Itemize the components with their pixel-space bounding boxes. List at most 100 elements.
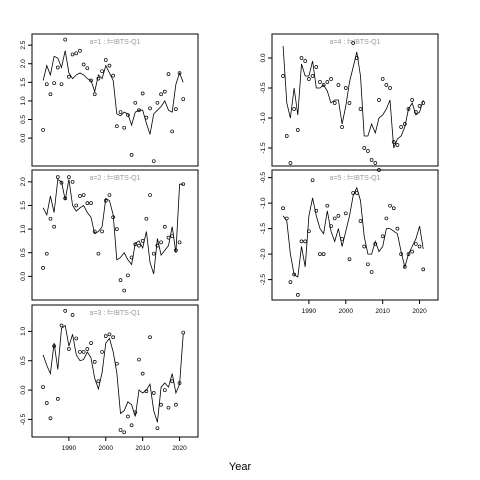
panel-1-point-0: [41, 128, 45, 132]
panel-2-frame: [31, 169, 199, 301]
panel-4-ytick-label-1: -1.0: [260, 112, 267, 124]
panel-5-point-32: [399, 252, 403, 256]
panel-5-xtick-label-1: 2000: [339, 308, 354, 315]
panel-3-point-14: [92, 360, 97, 364]
panel-3-point-16: [100, 350, 104, 354]
panel-2-point-26: [137, 243, 141, 248]
panel-5-point-20: [354, 191, 359, 195]
panel-2-point-7: [67, 175, 71, 179]
panel-4-point-17: [343, 86, 348, 90]
panel-3-point-35: [170, 379, 175, 384]
panel-2-point-16: [100, 229, 104, 234]
panel-4-point-3: [292, 107, 296, 111]
panel-1-point-24: [129, 152, 134, 157]
panel-5-xtick-label-2: 2010: [375, 308, 390, 315]
panel-3-ytick-label-2: 0.5: [20, 356, 27, 365]
panel-4-point-6: [303, 59, 308, 63]
panel-2-point-10: [78, 194, 82, 198]
panel-1-point-3: [52, 81, 56, 85]
panel-4-point-33: [402, 122, 407, 126]
panel-2-point-2: [48, 216, 53, 221]
panel-2-point-29: [148, 193, 152, 197]
panel-3-point-12: [85, 347, 90, 351]
panel-3-xtick-label-1: 2000: [99, 445, 114, 452]
panel-2-point-33: [162, 224, 167, 229]
panel-2-point-22: [122, 288, 127, 293]
panel-5-point-17: [343, 211, 348, 216]
panel-4-point-18: [347, 101, 352, 105]
panel-4-point-29: [388, 86, 392, 90]
panel-4-ytick-label-2: -0.5: [260, 82, 267, 94]
panel-4-point-0: [281, 74, 285, 78]
panel-1-point-23: [126, 113, 130, 117]
panel-5-point-34: [406, 252, 411, 256]
panel-5-point-7: [307, 229, 311, 234]
panel-2-point-31: [155, 243, 160, 248]
panel-3-point-13: [89, 341, 93, 345]
panel-5-point-12: [325, 203, 330, 208]
panel-1-point-18: [107, 63, 112, 68]
panel-4-point-21: [358, 107, 363, 111]
panel-1-point-21: [118, 110, 123, 114]
panel-1-point-11: [81, 62, 86, 67]
panel-1-point-13: [89, 78, 93, 83]
panel-5-xtick-label-3: 2020: [412, 308, 427, 315]
panel-5-point-27: [380, 234, 385, 239]
panel-5-point-0: [281, 206, 285, 211]
panel-5-point-19: [351, 191, 356, 195]
panel-5-point-5: [299, 239, 304, 244]
panel-3-point-29: [148, 335, 152, 340]
panel-1-ytick-label-4: 2.0: [20, 59, 27, 68]
panel-5-point-16: [340, 236, 344, 241]
x-axis-label: Year: [229, 461, 252, 473]
panel-3-point-21: [118, 428, 123, 432]
panel-3-ytick-label-3: 1.0: [20, 327, 27, 336]
panel-3-point-32: [159, 402, 163, 407]
panel-2-title: a=2 : f=IBTS-Q1: [90, 175, 141, 182]
panel-4-point-30: [391, 140, 396, 144]
panel-4-point-15: [336, 83, 341, 87]
panel-3-point-34: [166, 405, 171, 410]
panel-3-point-2: [48, 416, 53, 421]
panel-1-point-16: [100, 69, 104, 74]
panel-3-frame: [31, 304, 199, 438]
panel-3-point-3: [52, 344, 56, 348]
panel-1-point-12: [85, 66, 90, 71]
panel-1-point-7: [67, 74, 71, 79]
panel-1-frame: [31, 33, 199, 167]
panel-2-point-30: [151, 251, 156, 256]
panel-2-point-18: [107, 193, 112, 197]
panel-1-point-25: [133, 100, 138, 105]
panel-5-point-13: [329, 224, 333, 228]
panel-2-point-25: [133, 242, 138, 247]
panel-3-point-1: [44, 401, 49, 405]
panel-3-point-30: [151, 391, 156, 395]
panel-4-point-20: [354, 56, 359, 60]
panel-5-point-8: [310, 178, 315, 183]
panel-4-point-7: [307, 77, 311, 81]
panel-3-point-26: [137, 357, 141, 362]
panel-1-point-38: [181, 97, 186, 101]
panel-4-point-31: [395, 143, 400, 147]
panel-3-point-8: [70, 313, 75, 317]
panel-5-point-36: [414, 242, 418, 246]
panel-5-ytick-label-3: -1.0: [260, 197, 267, 209]
panel-4-point-35: [410, 98, 415, 102]
panel-2-point-14: [92, 229, 97, 234]
panel-5-point-24: [369, 270, 374, 274]
panel-1-point-6: [63, 37, 68, 42]
panel-4-point-24: [369, 158, 374, 162]
panel-1-ytick-label-1: 0.5: [20, 115, 27, 124]
panel-2-fit-line: [42, 178, 184, 275]
panel-1-point-31: [155, 100, 160, 105]
panel-3-point-9: [74, 336, 79, 341]
panel-3-point-19: [111, 335, 116, 340]
panel-1-point-20: [114, 124, 119, 129]
panel-2-point-3: [52, 224, 56, 229]
panel-1-point-37: [177, 71, 182, 75]
panel-3-point-11: [81, 350, 86, 354]
panel-1-fit-line: [42, 50, 184, 135]
panel-1-point-26: [137, 108, 141, 113]
panel-4-point-23: [366, 149, 370, 153]
panel-5-point-33: [402, 265, 407, 269]
